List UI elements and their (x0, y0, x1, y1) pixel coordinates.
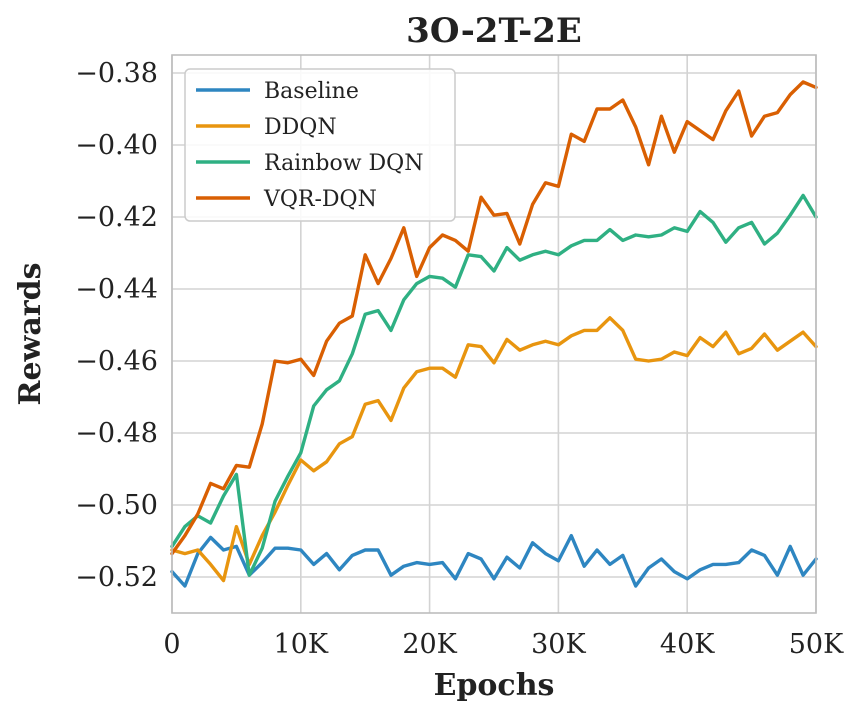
x-tick-label: 10K (274, 629, 329, 660)
y-tick-label: −0.52 (75, 562, 158, 593)
x-tick-label: 50K (789, 629, 844, 660)
y-tick-label: −0.48 (75, 418, 158, 449)
series-line-ddqn (170, 316, 818, 583)
legend-label-rainbow-dqn: Rainbow DQN (264, 151, 423, 176)
series-line-rainbow-dqn (170, 193, 818, 577)
series-line-baseline (170, 533, 818, 588)
x-axis-label: Epochs (434, 668, 555, 703)
tick-labels: 0 10K 20K 30K 40K 50K −0.52 −0.50 −0.48 −0.46 −0.4… (75, 58, 844, 660)
y-tick-label: −0.40 (75, 130, 158, 161)
series-line-vqr-dqn (170, 80, 818, 556)
x-tick-label: 0 (163, 629, 180, 660)
y-tick-label: −0.50 (75, 490, 158, 521)
series-lines (170, 80, 818, 588)
y-axis-label: Rewards (13, 263, 48, 406)
y-tick-label: −0.44 (75, 274, 158, 305)
x-tick-label: 20K (402, 629, 457, 660)
y-tick-label: −0.38 (75, 58, 158, 89)
y-tick-label: −0.46 (75, 346, 158, 377)
x-tick-label: 30K (531, 629, 586, 660)
legend-label-ddqn: DDQN (264, 115, 337, 140)
legend-label-vqr-dqn: VQR-DQN (263, 187, 377, 212)
x-tick-label: 40K (660, 629, 715, 660)
legend-box (184, 68, 456, 222)
legend: Baseline DDQN Rainbow DQN VQR-DQN (184, 68, 456, 222)
legend-label-baseline: Baseline (264, 79, 359, 104)
chart-title: 3O-2T-2E (406, 11, 582, 51)
y-tick-label: −0.42 (75, 202, 158, 233)
plot-frame (171, 54, 817, 614)
